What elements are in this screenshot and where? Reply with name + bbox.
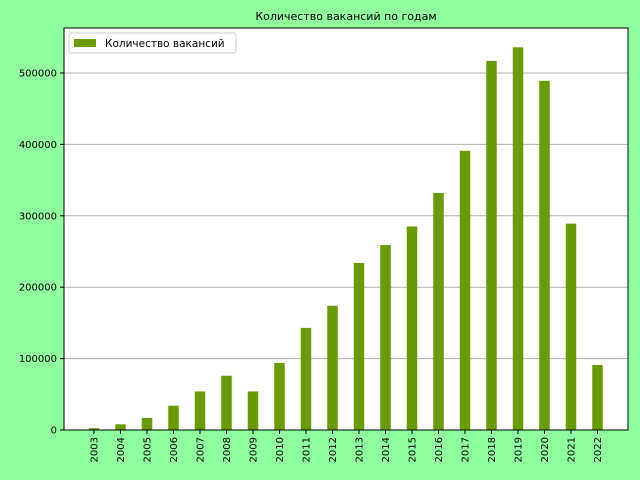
axes: 0 100000 200000 300000 400000 500000 2003 2004 2… (19, 68, 604, 462)
x-tick-label: 2021 (567, 437, 578, 462)
legend-label: Количество вакансий (105, 38, 225, 50)
bar-2020 (539, 80, 550, 430)
x-tick-label: 2017 (461, 437, 472, 462)
bar-2018 (486, 60, 497, 431)
plot-area (64, 28, 628, 430)
plot-frame (63, 27, 629, 431)
x-tick-label: 2019 (514, 437, 525, 462)
x-tick-label: 2018 (487, 437, 498, 462)
bar-2022 (592, 365, 603, 430)
bar-2008 (221, 375, 232, 430)
y-tick-label: 200000 (19, 283, 57, 294)
bars (88, 47, 603, 431)
x-tick-label: 2007 (196, 437, 207, 462)
x-tick-label: 2013 (355, 437, 366, 462)
bar-2019 (512, 47, 524, 430)
bar-2014 (380, 245, 391, 430)
legend: Количество вакансий (68, 32, 237, 54)
grid-lines (64, 72, 628, 360)
bar-2006 (168, 405, 179, 430)
bar-2010 (274, 362, 285, 430)
x-tick-label: 2020 (540, 437, 551, 462)
bar-2016 (433, 192, 444, 430)
y-tick-label: 100000 (19, 354, 57, 365)
bar-2009 (247, 391, 259, 430)
x-tick-label: 2009 (249, 437, 260, 462)
bar-2003 (88, 428, 100, 430)
x-tick-label: 2022 (593, 437, 604, 462)
bar-2005 (141, 417, 153, 430)
y-tick-label: 400000 (19, 140, 57, 151)
bar-2017 (459, 150, 471, 431)
bar-2021 (565, 223, 577, 430)
x-tick-label: 2015 (408, 437, 419, 462)
x-tick-label: 2010 (275, 437, 286, 462)
x-tick-label: 2016 (434, 437, 445, 462)
bar-2015 (406, 226, 418, 430)
bar-2007 (194, 391, 206, 430)
x-tick-label: 2006 (169, 437, 180, 462)
x-tick-label: 2005 (143, 437, 154, 462)
bar-2004 (115, 424, 126, 430)
y-tick-label: 0 (51, 426, 57, 437)
x-tick-label: 2012 (328, 437, 339, 462)
x-tick-label: 2008 (222, 437, 233, 462)
y-tick-label: 300000 (19, 211, 57, 222)
bar-2011 (300, 327, 312, 430)
legend-box (68, 32, 237, 54)
bar-2012 (327, 305, 338, 430)
chart-title: Количество вакансий по годам (255, 10, 436, 23)
x-tick-label: 2014 (381, 437, 392, 462)
x-tick-label: 2003 (90, 437, 101, 462)
y-tick-label: 500000 (19, 68, 57, 79)
legend-swatch (74, 39, 96, 47)
x-tick-label: 2011 (302, 437, 313, 462)
bar-2013 (353, 262, 365, 430)
x-tick-label: 2004 (116, 437, 127, 462)
